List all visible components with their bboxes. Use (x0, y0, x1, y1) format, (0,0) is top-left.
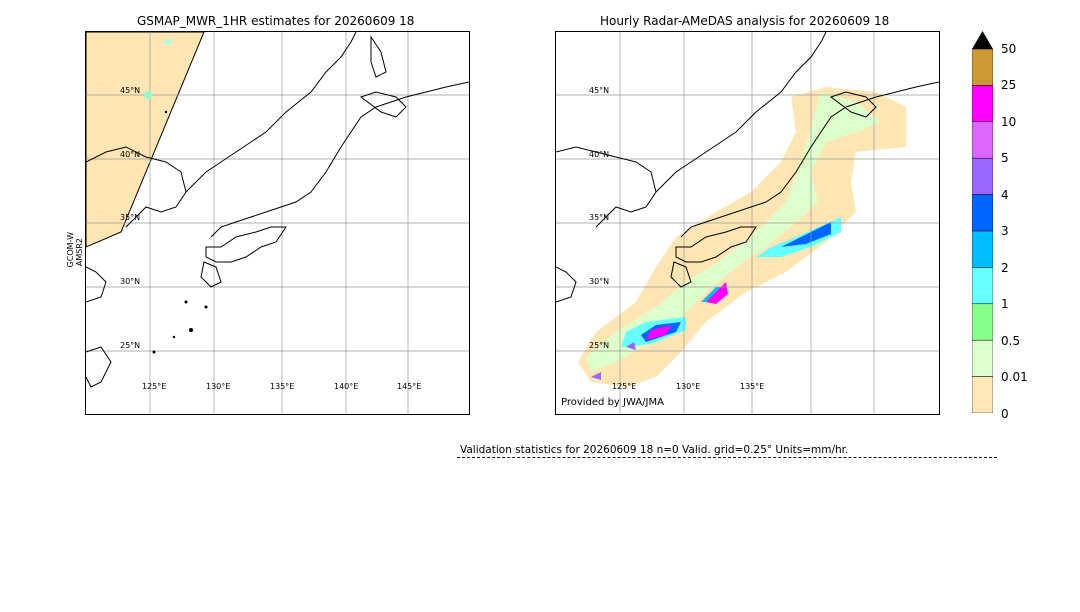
right-coastlines (556, 32, 939, 303)
colorbar-segment (971, 376, 994, 414)
sensor-label-line2: AMSR2 (75, 238, 84, 267)
colorbar-segment (971, 48, 994, 86)
colorbar-label-2: 2 (1001, 261, 1009, 275)
left-lat-25: 25°N (120, 341, 141, 350)
left-lon-125: 125°E (142, 382, 167, 391)
left-map-panel (85, 31, 470, 415)
colorbar (971, 31, 994, 414)
colorbar-extend-arrow (972, 31, 993, 49)
left-lon-145: 145°E (397, 382, 422, 391)
colorbar-segment (971, 230, 994, 268)
left-swath-region (86, 32, 205, 248)
colorbar-label-25: 25 (1001, 78, 1017, 92)
right-lat-45: 45°N (589, 86, 610, 95)
left-lon-135: 135°E (270, 382, 295, 391)
right-gridlines (556, 32, 939, 414)
colorbar-label-0-5: 0.5 (1001, 334, 1021, 348)
left-lon-140: 140°E (334, 382, 359, 391)
left-lon-130: 130°E (206, 382, 231, 391)
colorbar-segment (971, 85, 994, 123)
colorbar-label-4: 4 (1001, 188, 1009, 202)
right-lat-25: 25°N (589, 341, 610, 350)
right-lon-125: 125°E (612, 382, 637, 391)
left-islands (152, 110, 208, 354)
left-lat-35: 35°N (120, 213, 141, 222)
left-lat-45: 45°N (120, 86, 141, 95)
colorbar-segment (971, 194, 994, 232)
right-map-title: Hourly Radar-AMeDAS analysis for 2026060… (600, 14, 890, 28)
left-lat-40: 40°N (120, 150, 141, 159)
colorbar-segment (971, 121, 994, 159)
right-lat-35: 35°N (589, 213, 610, 222)
left-map-title: GSMAP_MWR_1HR estimates for 20260609 18 (137, 14, 415, 28)
colorbar-label-10: 10 (1001, 115, 1017, 129)
colorbar-label-1: 1 (1001, 297, 1009, 311)
left-coastlines (86, 32, 469, 388)
colorbar-label-0: 0 (1001, 407, 1009, 421)
right-map-panel (555, 31, 940, 415)
right-lon-135: 135°E (740, 382, 765, 391)
colorbar-svg (971, 31, 994, 414)
right-lat-30: 30°N (589, 277, 610, 286)
colorbar-segment (971, 157, 994, 195)
right-lon-130: 130°E (676, 382, 701, 391)
left-lat-30: 30°N (120, 277, 141, 286)
colorbar-label-5: 5 (1001, 151, 1009, 165)
colorbar-segment (971, 267, 994, 305)
colorbar-segment (971, 339, 994, 377)
data-credit: Provided by JWA/JMA (561, 397, 664, 408)
colorbar-label-3: 3 (1001, 224, 1009, 238)
colorbar-label-0-01: 0.01 (1001, 370, 1028, 384)
left-map-canvas (86, 32, 469, 414)
left-rain-spot (144, 91, 152, 99)
colorbar-segment (971, 303, 994, 341)
right-lat-40: 40°N (589, 150, 610, 159)
colorbar-label-50: 50 (1001, 42, 1017, 56)
stats-divider (457, 457, 997, 458)
sensor-label-line1: GCOM-W (66, 232, 75, 268)
right-map-canvas (556, 32, 939, 414)
validation-stats: Validation statistics for 20260609 18 n=… (460, 444, 849, 456)
